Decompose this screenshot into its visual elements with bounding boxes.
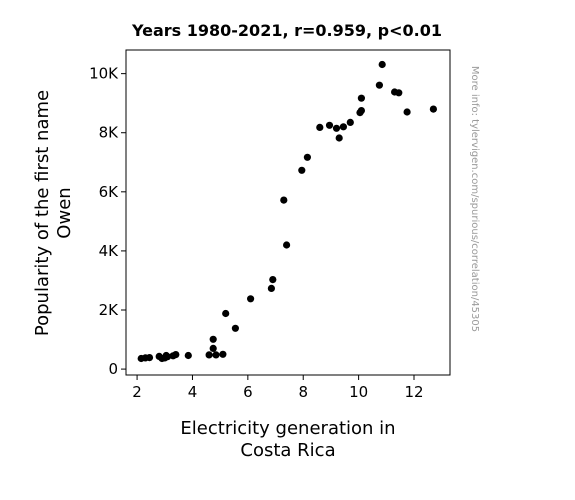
data-point xyxy=(325,121,334,129)
y-tick-label: 6K xyxy=(99,183,120,201)
x-tick-label: 8 xyxy=(298,383,308,401)
data-point xyxy=(339,123,347,131)
data-point xyxy=(163,353,172,361)
data-point xyxy=(231,324,239,332)
data-point xyxy=(303,153,311,161)
data-point xyxy=(145,354,154,362)
data-points xyxy=(137,60,437,363)
y-tick-label: 2K xyxy=(99,301,120,319)
data-point xyxy=(222,309,230,318)
watermark-text: More info: tylervigen.com/spurious/corre… xyxy=(469,66,480,332)
data-point xyxy=(378,60,386,69)
x-tick-label: 4 xyxy=(188,383,198,401)
x-axis-ticks: 2 4 6 8 10 12 xyxy=(132,375,424,401)
chart-title: Years 1980-2021, r=0.959, p<0.01 xyxy=(131,21,442,40)
data-point xyxy=(346,118,354,126)
data-point xyxy=(357,94,365,102)
y-tick-label: 8K xyxy=(99,124,120,142)
data-point xyxy=(316,123,324,131)
x-tick-label: 10 xyxy=(349,383,368,401)
y-tick-label: 0 xyxy=(108,360,118,378)
data-point xyxy=(335,134,343,142)
y-tick-label: 10K xyxy=(89,65,119,83)
data-point xyxy=(247,295,255,303)
data-point xyxy=(429,105,437,113)
data-point xyxy=(172,351,180,359)
data-point xyxy=(375,81,383,89)
data-point xyxy=(219,350,227,358)
plot-area-frame xyxy=(125,49,451,376)
data-point xyxy=(267,284,275,292)
y-axis-label-line2: Owen xyxy=(54,187,75,238)
x-axis-label-line1: Electricity generation in xyxy=(180,418,395,439)
data-point xyxy=(209,344,217,352)
y-axis-ticks: 0 2K 4K 6K 8K 10K xyxy=(89,65,126,378)
data-point xyxy=(184,351,192,360)
data-point xyxy=(209,335,217,343)
data-point xyxy=(212,351,220,359)
x-axis-label-line2: Costa Rica xyxy=(240,440,335,461)
data-point xyxy=(269,276,277,284)
x-tick-label: 2 xyxy=(132,383,142,401)
data-point xyxy=(332,124,341,132)
data-point xyxy=(403,108,411,116)
data-point xyxy=(280,196,288,204)
x-tick-label: 12 xyxy=(404,383,423,401)
data-point xyxy=(357,107,365,115)
y-tick-label: 4K xyxy=(99,242,120,260)
y-axis-label-line1: Popularity of the first name xyxy=(32,90,53,336)
data-point xyxy=(205,351,213,359)
data-point xyxy=(283,241,291,249)
data-point xyxy=(395,89,403,97)
data-point xyxy=(298,166,306,174)
x-tick-label: 6 xyxy=(243,383,253,401)
